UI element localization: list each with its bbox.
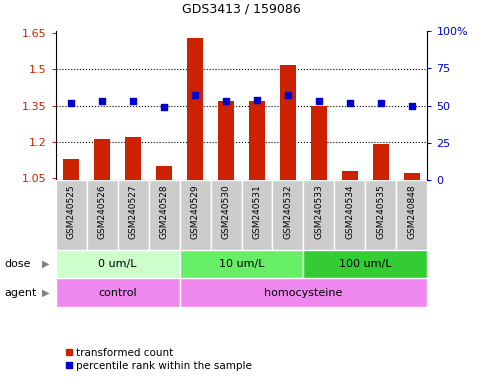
Bar <box>397 180 427 250</box>
Text: 0 um/L: 0 um/L <box>98 259 137 269</box>
Text: GSM240532: GSM240532 <box>284 184 293 238</box>
Bar <box>404 173 420 180</box>
Bar <box>180 278 427 307</box>
Bar <box>272 180 303 250</box>
Bar <box>242 180 272 250</box>
Bar <box>86 180 117 250</box>
Bar <box>342 171 358 180</box>
Bar <box>56 180 86 250</box>
Text: GSM240534: GSM240534 <box>345 184 355 238</box>
Text: homocysteine: homocysteine <box>264 288 342 298</box>
Bar <box>187 38 203 180</box>
Bar <box>94 139 110 180</box>
Bar <box>180 250 303 278</box>
Bar <box>56 278 180 307</box>
Point <box>98 98 106 104</box>
Point <box>129 98 137 104</box>
Text: control: control <box>98 288 137 298</box>
Point <box>67 99 75 106</box>
Bar <box>373 144 389 180</box>
Point <box>222 98 230 104</box>
Bar <box>218 101 234 180</box>
Text: GSM240526: GSM240526 <box>98 184 107 238</box>
Legend: transformed count, percentile rank within the sample: transformed count, percentile rank withi… <box>61 344 256 375</box>
Text: ▶: ▶ <box>42 288 50 298</box>
Text: dose: dose <box>5 259 31 269</box>
Point <box>315 98 323 104</box>
Point <box>377 99 385 106</box>
Text: GSM240530: GSM240530 <box>222 184 230 239</box>
Bar <box>180 180 211 250</box>
Text: GSM240528: GSM240528 <box>159 184 169 238</box>
Text: GSM240527: GSM240527 <box>128 184 138 238</box>
Bar <box>125 137 141 180</box>
Bar <box>117 180 149 250</box>
Point <box>346 99 354 106</box>
Point <box>284 92 292 98</box>
Bar <box>303 250 427 278</box>
Bar <box>56 250 180 278</box>
Text: 100 um/L: 100 um/L <box>339 259 392 269</box>
Bar <box>334 180 366 250</box>
Text: GSM240848: GSM240848 <box>408 184 416 238</box>
Bar <box>149 180 180 250</box>
Text: GSM240535: GSM240535 <box>376 184 385 239</box>
Text: GSM240529: GSM240529 <box>190 184 199 238</box>
Text: ▶: ▶ <box>42 259 50 269</box>
Bar <box>280 65 296 180</box>
Bar <box>303 180 334 250</box>
Bar <box>311 106 327 180</box>
Text: GSM240531: GSM240531 <box>253 184 261 239</box>
Point <box>253 96 261 103</box>
Text: agent: agent <box>5 288 37 298</box>
Text: 10 um/L: 10 um/L <box>219 259 264 269</box>
Point <box>191 92 199 98</box>
Bar <box>156 166 172 180</box>
Bar <box>249 101 265 180</box>
Bar <box>63 159 79 180</box>
Text: GDS3413 / 159086: GDS3413 / 159086 <box>182 2 301 15</box>
Bar <box>366 180 397 250</box>
Point <box>408 103 416 109</box>
Point <box>160 104 168 110</box>
Text: GSM240525: GSM240525 <box>67 184 75 238</box>
Bar <box>211 180 242 250</box>
Text: GSM240533: GSM240533 <box>314 184 324 239</box>
